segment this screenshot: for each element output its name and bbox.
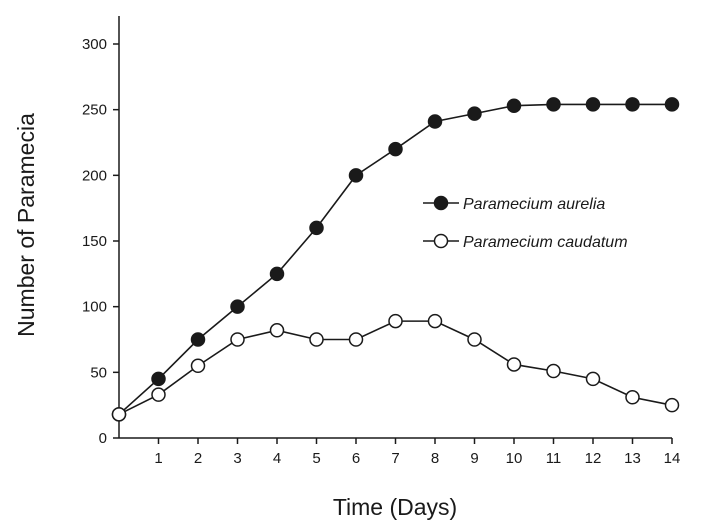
data-point [546,363,561,379]
data-point [506,98,522,113]
data-point [111,407,127,422]
x-tick-label: 5 [312,450,320,467]
x-tick-label: 11 [546,450,562,467]
x-tick-label: 10 [506,450,523,467]
series-paramecium-caudatum [111,313,680,422]
x-tick-label: 6 [352,450,360,467]
x-tick-label: 3 [233,450,241,467]
data-point [467,332,482,347]
data-point [427,114,443,129]
x-axis-title: Time (Days) [333,494,457,520]
data-point [348,168,364,183]
legend-label: Paramecium caudatum [463,234,628,251]
data-point [269,323,285,338]
x-tick-label: 12 [585,450,602,467]
y-tick-label: 250 [82,102,107,119]
data-point [664,97,680,112]
data-point [190,332,206,347]
data-point [427,313,443,329]
y-tick-label: 200 [82,167,107,184]
y-axis-title: Number of Paramecia [13,113,39,337]
legend-item: Paramecium aurelia [423,195,605,213]
data-point [625,390,640,405]
data-point [190,358,206,374]
y-tick-label: 0 [99,430,107,447]
data-point [230,332,245,347]
data-point [151,371,166,387]
data-point [585,371,601,387]
x-tick-label: 2 [194,450,202,467]
data-point [348,332,364,347]
y-tick-label: 300 [82,36,107,53]
x-tick-label: 1 [154,450,162,467]
data-point [546,97,561,112]
x-tick-label: 13 [624,450,641,467]
legend-item: Paramecium caudatum [423,233,628,251]
series-layer [111,97,680,422]
x-tick-label: 7 [391,450,399,467]
data-point [269,266,285,282]
y-tick-label: 100 [82,299,107,316]
y-ticks: 0 50 100 150 200 250 300 [82,36,119,447]
legend: Paramecium aurelia Paramecium caudatum [423,195,628,251]
data-point [388,313,403,329]
legend-label: Paramecium aurelia [463,196,605,213]
data-point [664,397,680,413]
data-point [625,97,640,112]
data-point [230,299,245,314]
data-point [309,332,324,347]
x-tick-label: 14 [664,450,681,467]
legend-marker [433,195,449,211]
x-tick-label: 4 [273,450,281,467]
data-point [388,141,403,157]
data-point [151,387,166,402]
y-tick-label: 50 [90,364,107,381]
data-point [506,357,522,372]
data-point [585,97,601,112]
legend-marker [433,233,449,249]
data-point [309,220,324,236]
x-tick-label: 8 [431,450,439,467]
x-ticks: 1 2 3 4 5 6 7 8 9 10 11 12 13 14 [154,438,680,467]
data-point [467,106,482,121]
y-tick-label: 150 [82,233,107,250]
x-tick-label: 9 [470,450,478,467]
